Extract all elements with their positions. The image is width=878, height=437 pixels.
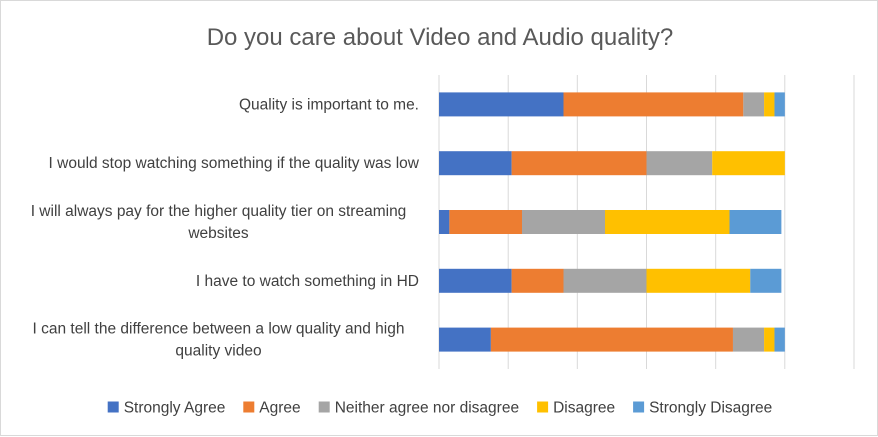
legend-label: Neither agree nor disagree [335, 400, 519, 417]
category-label: Quality is important to me. [239, 96, 419, 113]
bar-segment [732, 327, 765, 352]
legend-swatch [633, 401, 645, 413]
bar-segment [646, 268, 751, 293]
bars [439, 92, 785, 352]
bar-segment [764, 92, 775, 117]
bar-segment [439, 268, 512, 293]
bar-segment [563, 92, 744, 117]
bar-segment [605, 210, 730, 234]
bar-segment [774, 327, 785, 352]
bar-segment [646, 151, 713, 176]
bar-segment [750, 268, 782, 293]
legend-item: Strongly Disagree [633, 400, 772, 417]
category-label: I can tell the difference between a low … [33, 321, 405, 360]
bar-segment [774, 92, 785, 117]
legend-item: Neither agree nor disagree [318, 400, 519, 417]
bar-segment [439, 151, 512, 176]
bar-segment [764, 327, 775, 352]
legend-swatch [107, 401, 119, 413]
legend-label: Strongly Agree [124, 400, 226, 417]
bar-segment [511, 151, 647, 176]
bar-segment [490, 327, 733, 352]
bar-segment [563, 268, 647, 293]
category-labels: Quality is important to me. I would stop … [31, 96, 420, 359]
category-label: I have to watch something in HD [196, 273, 419, 290]
category-label: I would stop watching something if the q… [49, 155, 420, 172]
bar-segment [729, 210, 782, 234]
legend-item: Strongly Agree [107, 400, 226, 417]
legend-item: Disagree [537, 400, 615, 417]
chart-title: Do you care about Video and Audio qualit… [207, 24, 674, 51]
bar-segment [743, 92, 765, 117]
bar-segment [712, 151, 785, 176]
category-label: I will always pay for the higher quality… [31, 203, 407, 242]
legend-label: Agree [259, 400, 300, 417]
bar-segment [439, 210, 450, 234]
legend-swatch [318, 401, 330, 413]
bar-segment [439, 92, 564, 117]
legend-label: Disagree [553, 400, 615, 417]
legend-item: Agree [243, 400, 301, 417]
legend: Strongly Agree Agree Neither agree nor dis… [107, 400, 772, 417]
legend-swatch [537, 401, 549, 413]
legend-label: Strongly Disagree [649, 400, 772, 417]
bar-segment [522, 210, 605, 234]
bar-segment [511, 268, 564, 293]
legend-swatch [243, 401, 255, 413]
bar-segment [449, 210, 523, 234]
bar-segment [439, 327, 491, 352]
